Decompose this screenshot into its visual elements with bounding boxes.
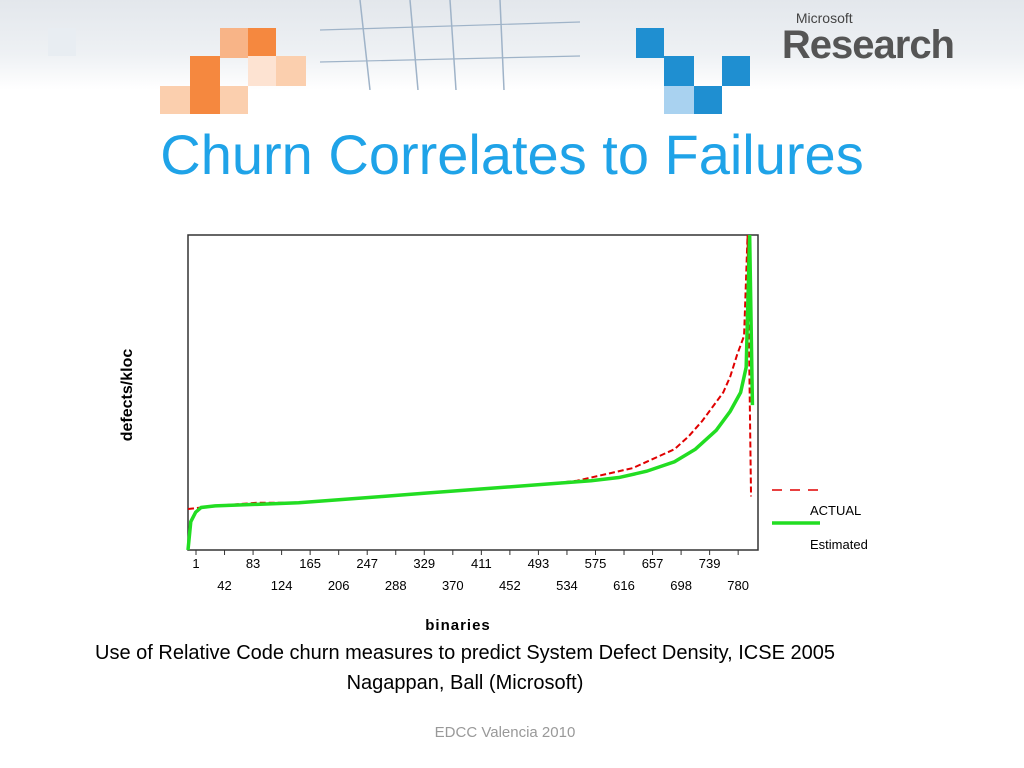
x-tick-label: 206 (328, 578, 350, 593)
logo-microsoft-text: Microsoft (795, 10, 853, 26)
deco-square (664, 56, 694, 86)
x-tick-label: 165 (299, 556, 321, 571)
footer-text: EDCC Valencia 2010 (434, 724, 576, 741)
deco-square (276, 56, 306, 86)
x-tick-label: 698 (670, 578, 692, 593)
x-tick-label: 739 (699, 556, 721, 571)
x-tick-label: 616 (613, 578, 635, 593)
slide-title: Churn Correlates to Failures (160, 123, 864, 186)
legend-label-estimated: Estimated (810, 537, 868, 552)
x-tick-label: 329 (413, 556, 435, 571)
microsoft-research-logo: Microsoft Research (781, 10, 955, 67)
x-tick-label: 575 (585, 556, 607, 571)
background-paper (0, 0, 1024, 90)
deco-square (220, 28, 248, 58)
x-tick-label: 657 (642, 556, 664, 571)
header-banner: Microsoft Research (0, 0, 1024, 118)
x-tick-label: 124 (271, 578, 293, 593)
deco-square (160, 86, 190, 114)
x-tick-label: 247 (356, 556, 378, 571)
handwritten-table-graphic (319, 0, 581, 90)
x-tick-label: 370 (442, 578, 464, 593)
logo-research-text: Research (781, 23, 955, 67)
caption-line-1: Use of Relative Code churn measures to p… (95, 642, 835, 664)
deco-square (722, 56, 750, 86)
x-tick-label: 83 (246, 556, 260, 571)
plot-frame (187, 234, 759, 551)
deco-square (664, 86, 694, 114)
x-tick-label: 42 (217, 578, 231, 593)
defect-density-chart: 1 83 165 247 329 411 493 575 657 739 42 124 206 288 37… (119, 234, 868, 634)
x-tick-label: 493 (528, 556, 550, 571)
deco-square (48, 28, 76, 56)
deco-square (248, 56, 276, 86)
x-tick-label: 1 (192, 556, 199, 571)
x-tick-label: 288 (385, 578, 407, 593)
x-tick-label: 411 (471, 556, 492, 571)
deco-square (248, 28, 276, 58)
x-tick-label: 780 (727, 578, 749, 593)
series-line-estimated (186, 234, 755, 551)
deco-square (190, 56, 220, 114)
x-tick-label: 452 (499, 578, 521, 593)
caption-line-2: Nagappan, Ball (Microsoft) (346, 672, 584, 694)
legend-label-actual: ACTUAL (810, 503, 861, 518)
x-tick-label: 534 (556, 578, 578, 593)
deco-square (636, 28, 664, 58)
x-axis-label: binaries (425, 617, 491, 634)
deco-square (220, 86, 248, 114)
deco-square (694, 86, 722, 114)
y-axis-label: defects/kloc (119, 349, 136, 442)
